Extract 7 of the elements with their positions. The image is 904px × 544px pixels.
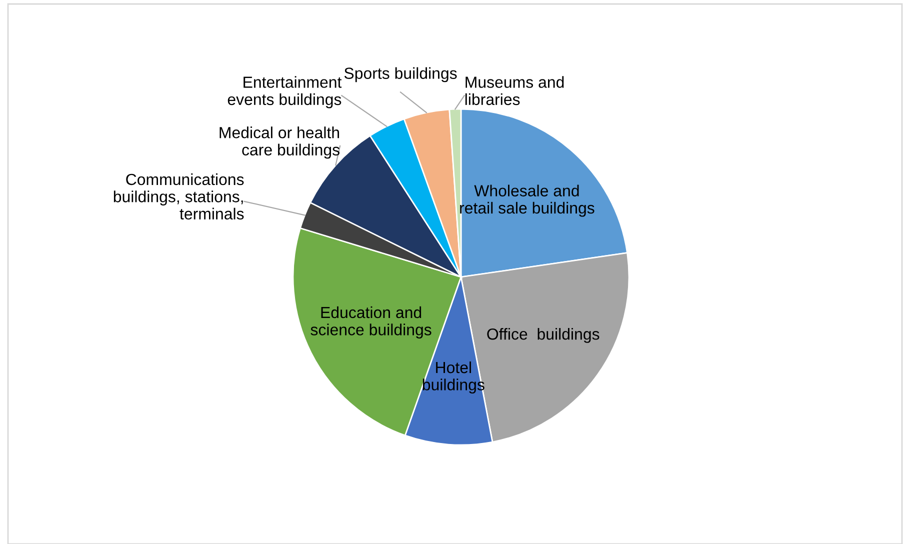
slice-label: Entertainment events buildings (228, 76, 342, 108)
slice-label: Communications buildings, stations, terminals (114, 173, 244, 220)
slice-label: Sports buildings (344, 67, 457, 82)
slice-label: Office buildings (487, 328, 600, 343)
slice-label: Medical or health care buildings (220, 126, 340, 159)
slice-label: Museums and libraries (465, 76, 564, 106)
slice-label: Education and science buildings (310, 306, 432, 339)
